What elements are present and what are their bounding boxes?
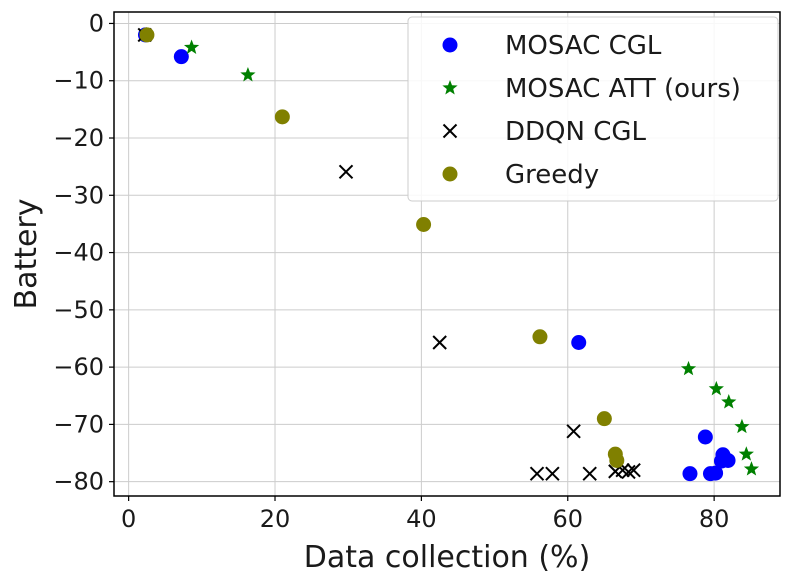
x-axis-ticks: 0 20 40 60 80	[121, 496, 729, 533]
legend: MOSAC CGL MOSAC ATT (ours) DDQN CGL Greedy	[407, 16, 779, 202]
x-tick-label: 60	[552, 505, 583, 533]
data-point-greedy	[274, 109, 290, 125]
data-point-mosac-cgl	[682, 466, 698, 482]
y-axis-ticks: 0 −10 −20 −30 −40 −50 −60 −70 −80	[53, 9, 114, 496]
x-tick-label: 20	[260, 505, 291, 533]
data-point-ddqn-cgl	[582, 466, 597, 481]
data-point-mosac-att-ours	[240, 67, 256, 82]
data-point-greedy	[532, 329, 548, 345]
data-point-greedy	[596, 411, 612, 427]
data-point-greedy	[609, 452, 625, 468]
legend-label-mosac-att-ours: MOSAC ATT (ours)	[505, 74, 741, 104]
y-tick-label: −60	[53, 353, 104, 381]
x-tick-label: 40	[406, 505, 437, 533]
data-point-ddqn-cgl	[432, 335, 447, 350]
plot-frame	[113, 11, 781, 497]
y-tick-label: −40	[53, 239, 104, 267]
data-point-mosac-att-ours	[183, 39, 200, 54]
x-axis-label: Data collection (%)	[304, 540, 591, 575]
data-point-ddqn-cgl	[566, 424, 581, 439]
data-point-mosac-att-ours	[734, 418, 750, 434]
legend-label-mosac-cgl: MOSAC CGL	[505, 31, 662, 61]
data-point-ddqn-cgl	[338, 164, 354, 180]
data-point-mosac-cgl	[697, 429, 713, 445]
y-tick-label: −80	[53, 468, 104, 496]
y-tick-label: −50	[53, 296, 104, 324]
data-point-mosac-att-ours	[743, 461, 760, 476]
data-point-ddqn-cgl	[626, 463, 641, 478]
data-point-mosac-cgl	[708, 465, 724, 481]
data-point-mosac-cgl	[173, 49, 189, 65]
legend-marker-mosac-att-ours	[442, 80, 458, 95]
y-tick-label: −20	[53, 124, 104, 152]
data-point-ddqn-cgl	[529, 466, 545, 481]
data-point-mosac-att-ours	[721, 394, 737, 409]
y-tick-label: −30	[53, 181, 104, 209]
data-point-greedy	[416, 217, 432, 233]
legend-marker-mosac-cgl	[442, 37, 458, 53]
y-tick-label: −70	[53, 410, 104, 438]
legend-marker-ddqn-cgl	[442, 123, 458, 139]
legend-label-greedy: Greedy	[505, 160, 599, 190]
data-point-mosac-att-ours	[680, 360, 697, 376]
data-point-greedy	[139, 27, 155, 43]
data-point-ddqn-cgl	[621, 464, 636, 480]
data-point-mosac-att-ours	[708, 380, 724, 396]
legend-marker-greedy	[442, 166, 458, 182]
data-point-ddqn-cgl	[545, 466, 560, 481]
data-points	[137, 26, 760, 482]
series-greedy	[139, 27, 625, 468]
x-tick-label: 0	[121, 505, 136, 533]
legend-label-ddqn-cgl: DDQN CGL	[505, 117, 647, 147]
y-tick-label: 0	[89, 9, 104, 37]
legend-box	[407, 16, 779, 202]
y-tick-label: −10	[53, 67, 104, 95]
y-axis-label: Battery	[9, 198, 44, 309]
x-tick-label: 80	[699, 505, 730, 533]
data-point-mosac-cgl	[720, 452, 736, 468]
data-point-mosac-att-ours	[738, 446, 754, 461]
data-point-mosac-cgl	[571, 334, 587, 350]
